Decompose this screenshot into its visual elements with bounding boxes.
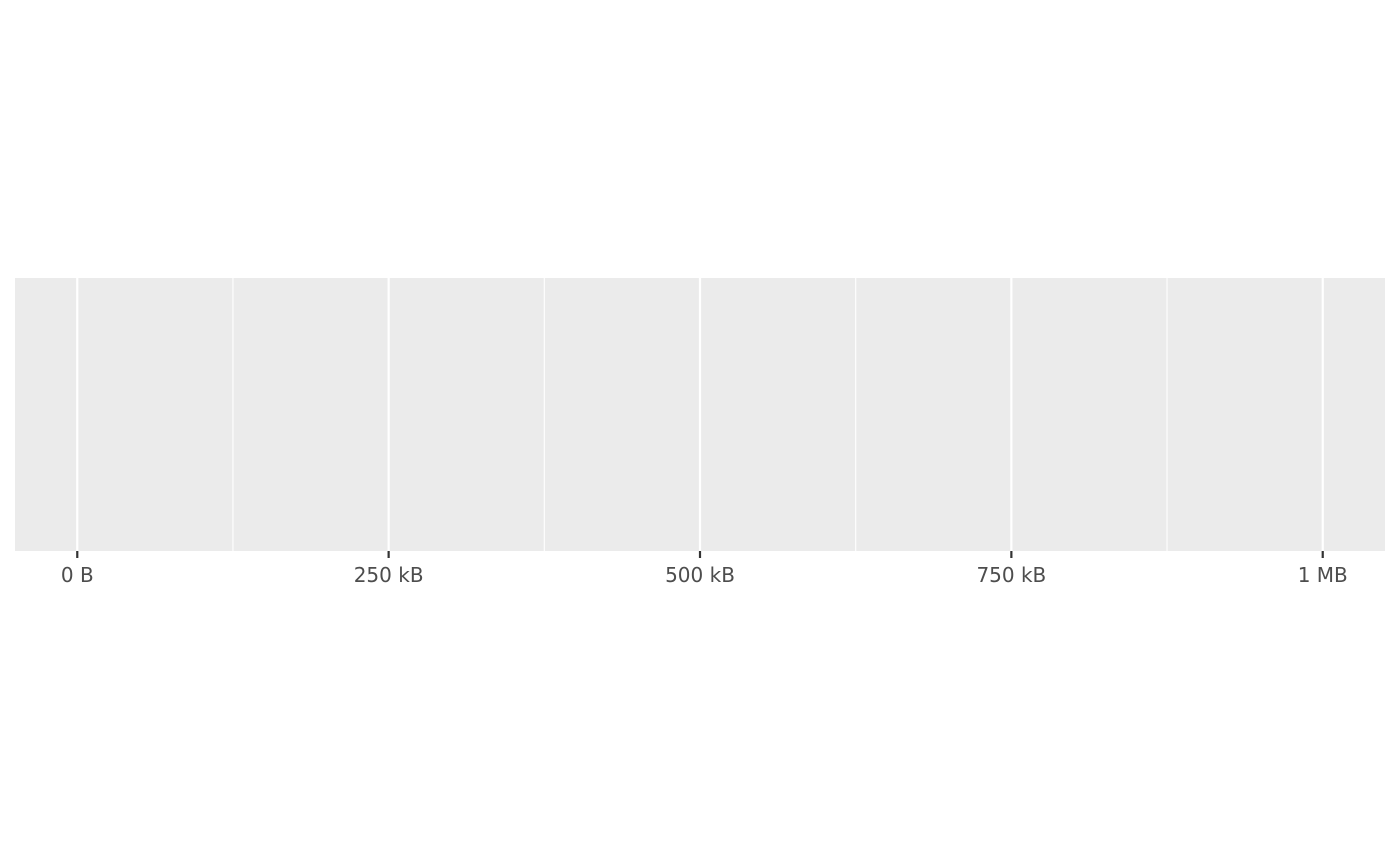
- x-tick-label: 0 B: [61, 563, 94, 587]
- x-tick-label: 250 kB: [354, 563, 424, 587]
- x-axis-tick-marks: [77, 551, 1322, 558]
- x-tick-label: 750 kB: [976, 563, 1046, 587]
- x-tick-label: 1 MB: [1298, 563, 1348, 587]
- x-tick-label: 500 kB: [665, 563, 735, 587]
- x-axis-tick-labels: 0 B 250 kB 500 kB 750 kB 1 MB: [61, 563, 1348, 587]
